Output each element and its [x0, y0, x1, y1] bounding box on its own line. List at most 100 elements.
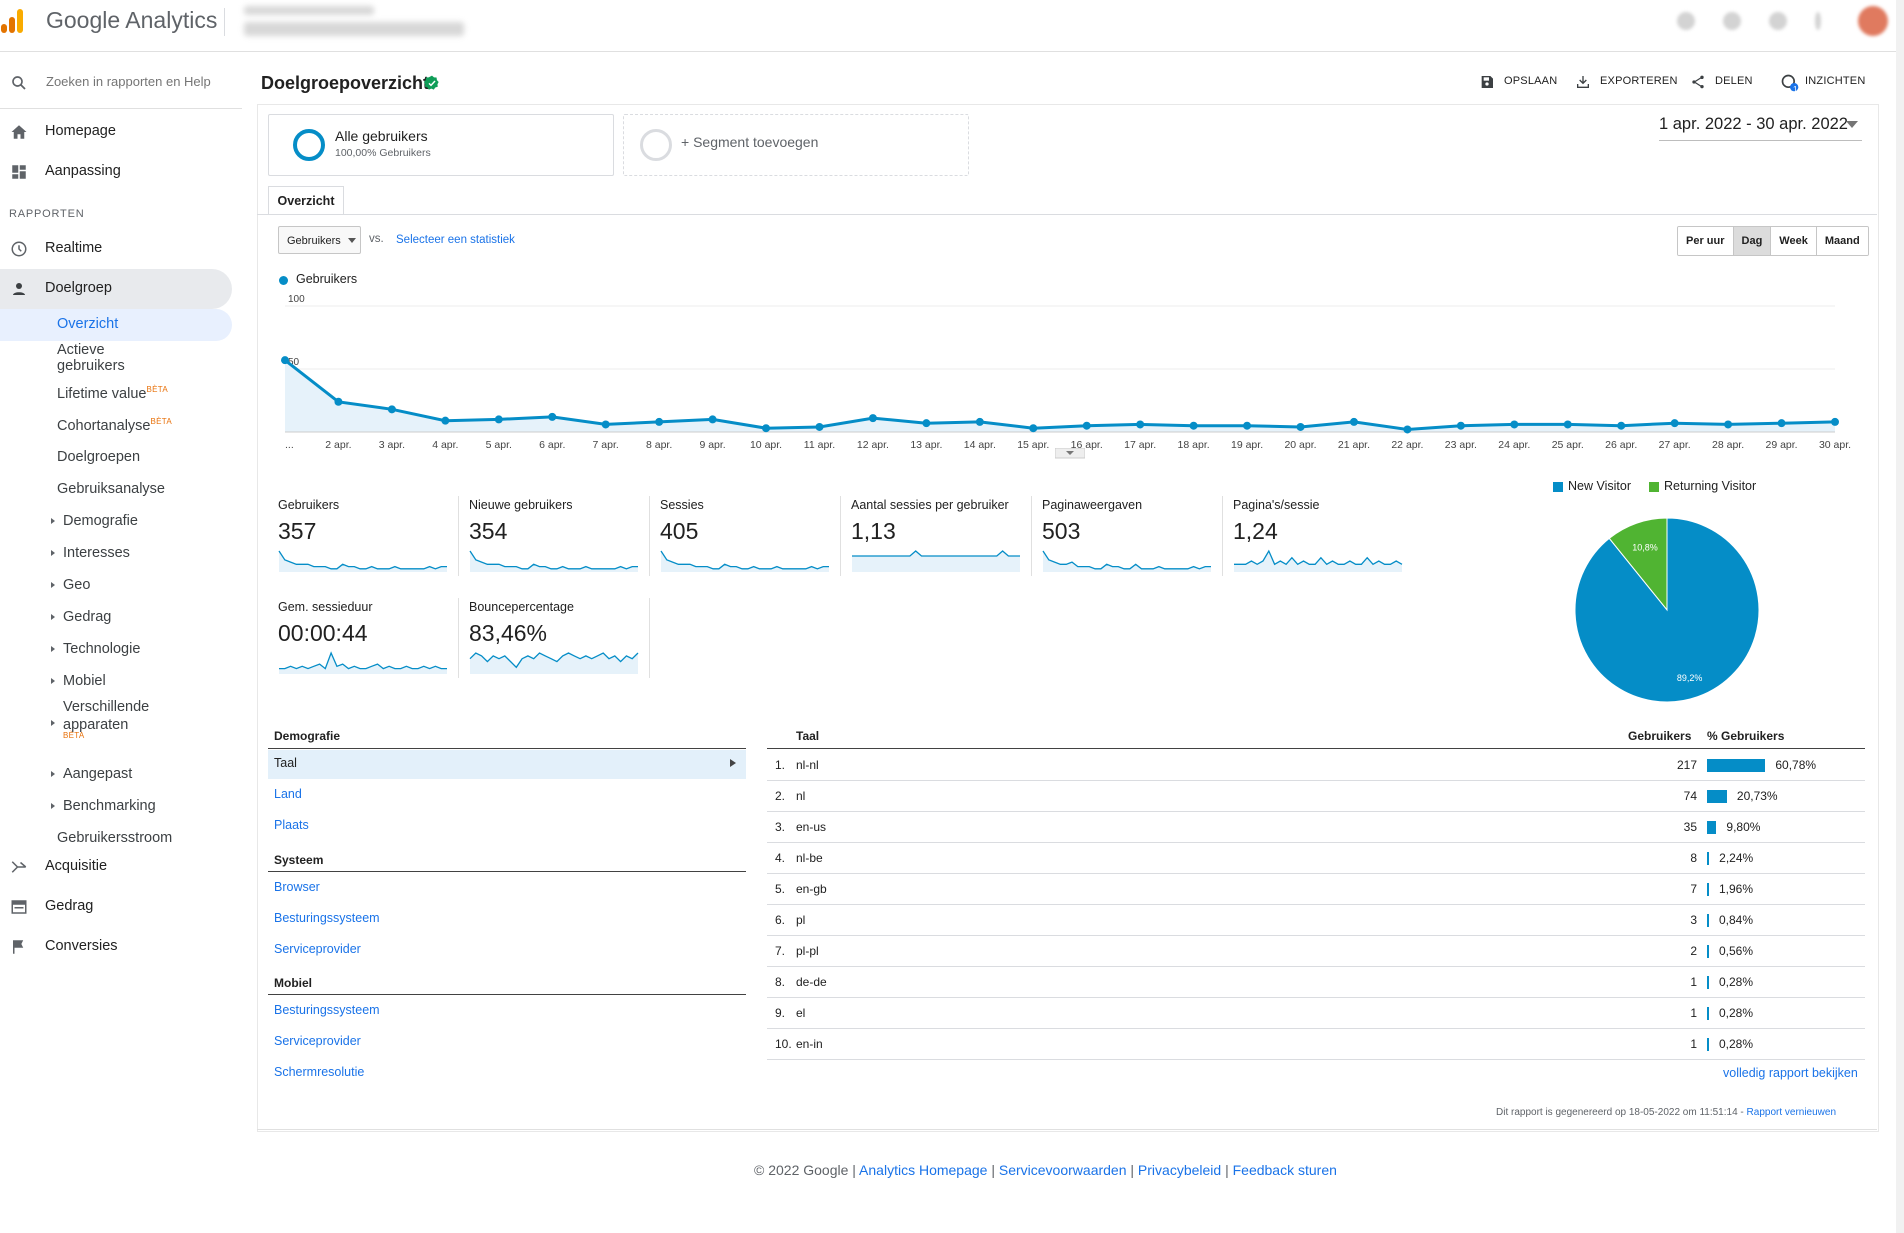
sidebar-sub-benchmarking[interactable]: Benchmarking: [63, 798, 156, 814]
demografie-item-plaats[interactable]: Plaats: [274, 818, 309, 832]
account-selector[interactable]: [244, 4, 484, 40]
kpi-tile[interactable]: Nieuwe gebruikers 354: [469, 498, 641, 583]
data-point[interactable]: [815, 422, 824, 431]
row-language-link[interactable]: en-gb: [796, 882, 827, 896]
data-point[interactable]: [1777, 419, 1786, 428]
sidebar-sub-interesses[interactable]: Interesses: [63, 545, 130, 561]
notifications-icon[interactable]: [1723, 12, 1741, 30]
sidebar-item-doelgroep[interactable]: Doelgroep: [45, 280, 112, 296]
systeem-item-browser[interactable]: Browser: [274, 880, 320, 894]
share-button[interactable]: DELEN: [1715, 75, 1753, 87]
row-language-link[interactable]: nl: [796, 789, 806, 803]
data-point[interactable]: [1349, 417, 1358, 426]
tab-overzicht[interactable]: Overzicht: [268, 186, 344, 215]
help-icon[interactable]: [1769, 12, 1787, 30]
data-point[interactable]: [1082, 421, 1091, 430]
granularity-per-uur[interactable]: Per uur: [1678, 227, 1734, 255]
sidebar-sub-overzicht[interactable]: Overzicht: [57, 316, 119, 332]
date-range-picker[interactable]: 1 apr. 2022 - 30 apr. 2022: [1659, 115, 1848, 133]
data-point[interactable]: [1296, 422, 1305, 431]
data-point[interactable]: [975, 417, 984, 426]
data-point[interactable]: [655, 417, 664, 426]
row-language-link[interactable]: de-de: [796, 975, 827, 989]
row-language-link[interactable]: nl-be: [796, 851, 823, 865]
data-point[interactable]: [1510, 420, 1519, 429]
refresh-report-link[interactable]: Rapport vernieuwen: [1746, 1107, 1837, 1118]
metric-select[interactable]: Gebruikers: [278, 226, 361, 254]
data-point[interactable]: [1189, 421, 1198, 430]
data-point[interactable]: [1403, 425, 1412, 434]
sidebar-item-aanpassing[interactable]: Aanpassing: [45, 163, 121, 179]
data-point[interactable]: [1831, 417, 1839, 426]
data-point[interactable]: [548, 412, 557, 421]
demografie-selected-row[interactable]: [268, 750, 746, 779]
data-point[interactable]: [1670, 419, 1679, 428]
row-language-link[interactable]: el: [796, 1006, 806, 1020]
sidebar-item-conversies[interactable]: Conversies: [45, 938, 118, 954]
data-point[interactable]: [387, 405, 396, 414]
data-point[interactable]: [1724, 420, 1733, 429]
row-language-link[interactable]: pl-pl: [796, 944, 819, 958]
sidebar-sub-gedrag[interactable]: Gedrag: [63, 609, 112, 625]
footer-link-analytics-homepage[interactable]: Analytics Homepage: [859, 1162, 988, 1178]
data-point[interactable]: [494, 415, 503, 424]
data-point[interactable]: [1456, 421, 1465, 430]
sidebar-sub-demografie[interactable]: Demografie: [63, 513, 138, 529]
footer-link-feedback[interactable]: Feedback sturen: [1232, 1162, 1337, 1178]
data-point[interactable]: [1617, 421, 1626, 430]
row-language-link[interactable]: pl: [796, 913, 806, 927]
sidebar-item-gedrag[interactable]: Gedrag: [45, 898, 94, 914]
analytics-logo-icon[interactable]: [0, 8, 26, 34]
kpi-tile[interactable]: Aantal sessies per gebruiker 1,13: [851, 498, 1023, 583]
sidebar-sub-technologie[interactable]: Technologie: [63, 641, 141, 657]
sidebar-sub-mobiel[interactable]: Mobiel: [63, 673, 106, 689]
sidebar-item-realtime[interactable]: Realtime: [45, 240, 103, 256]
sidebar-item-homepage[interactable]: Homepage: [45, 123, 116, 139]
export-button[interactable]: EXPORTEREN: [1600, 75, 1678, 87]
chart-resize-handle-icon[interactable]: [1055, 448, 1085, 460]
granularity-week[interactable]: Week: [1771, 227, 1817, 255]
data-point[interactable]: [1029, 424, 1038, 433]
sidebar-sub-gebruiksanalyse[interactable]: Gebruiksanalyse: [57, 481, 165, 497]
data-point[interactable]: [281, 356, 289, 365]
more-options-icon[interactable]: [1815, 12, 1821, 30]
insights-button[interactable]: INZICHTEN: [1805, 75, 1866, 87]
data-point[interactable]: [708, 415, 717, 424]
demografie-item-taal[interactable]: Taal: [274, 756, 297, 770]
apps-icon[interactable]: [1677, 12, 1695, 30]
sidebar-sub-cohortanalyse[interactable]: CohortanalyseBÈTA: [57, 417, 172, 434]
sidebar-sub-doelgroepen[interactable]: Doelgroepen: [57, 449, 141, 465]
kpi-tile[interactable]: Bouncepercentage 83,46%: [469, 600, 641, 685]
data-point[interactable]: [334, 397, 343, 406]
data-point[interactable]: [1243, 421, 1252, 430]
data-point[interactable]: [1563, 420, 1572, 429]
sidebar-sub-gebruikersstroom[interactable]: Gebruikersstroom: [57, 830, 173, 846]
kpi-tile[interactable]: Paginaweergaven 503: [1042, 498, 1214, 583]
data-point[interactable]: [601, 420, 610, 429]
save-button[interactable]: OPSLAAN: [1504, 75, 1558, 87]
data-point[interactable]: [762, 424, 771, 433]
kpi-tile[interactable]: Pagina's/sessie 1,24: [1233, 498, 1405, 583]
mobiel-item-schermresolutie[interactable]: Schermresolutie: [274, 1065, 365, 1079]
row-language-link[interactable]: en-us: [796, 820, 827, 834]
sidebar-sub-aangepast[interactable]: Aangepast: [63, 766, 133, 782]
kpi-tile[interactable]: Gebruikers 357: [278, 498, 450, 583]
pie-slice-new-visitor[interactable]: [1574, 517, 1760, 703]
footer-link-privacybeleid[interactable]: Privacybeleid: [1137, 1162, 1222, 1178]
add-segment-card[interactable]: + Segment toevoegen: [623, 114, 969, 176]
sidebar-sub-geo[interactable]: Geo: [63, 577, 91, 593]
systeem-item-serviceprovider[interactable]: Serviceprovider: [274, 942, 361, 956]
dropdown-arrow-icon[interactable]: [1846, 121, 1858, 129]
segment-card-all-users[interactable]: Alle gebruikers 100,00% Gebruikers: [268, 114, 614, 176]
kpi-tile[interactable]: Gem. sessieduur 00:00:44: [278, 600, 450, 685]
systeem-item-besturingssysteem[interactable]: Besturingssysteem: [274, 911, 380, 925]
sidebar-sub-actieve-gebruikers[interactable]: Actieve gebruikers: [57, 342, 125, 374]
granularity-dag[interactable]: Dag: [1733, 227, 1772, 255]
mobiel-item-besturingssysteem[interactable]: Besturingssysteem: [274, 1003, 380, 1017]
data-point[interactable]: [922, 419, 931, 428]
mobiel-item-serviceprovider[interactable]: Serviceprovider: [274, 1034, 361, 1048]
sidebar-sub-verschillende-apparaten[interactable]: Verschillende apparaten: [63, 698, 149, 734]
sidebar-item-acquisitie[interactable]: Acquisitie: [45, 858, 108, 874]
data-point[interactable]: [868, 414, 877, 423]
row-language-link[interactable]: nl-nl: [796, 758, 819, 772]
